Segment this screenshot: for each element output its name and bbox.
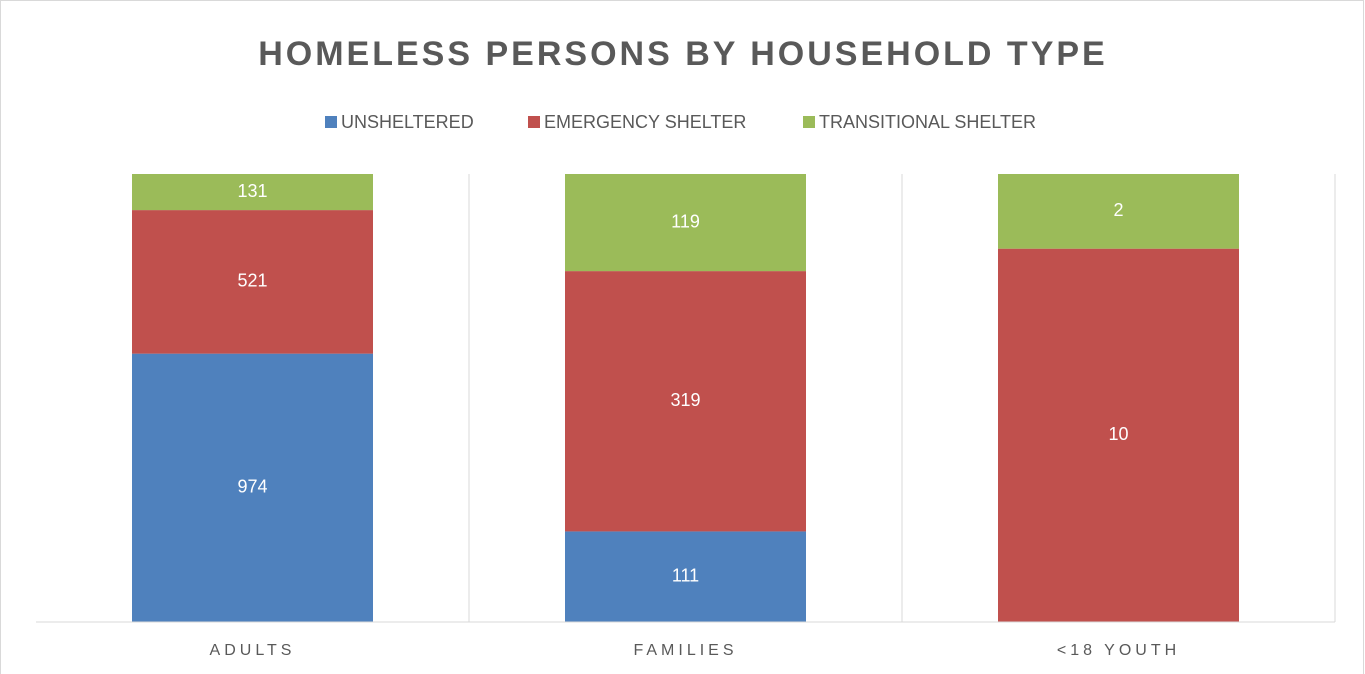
data-label: 2 (1113, 200, 1123, 220)
x-tick-label: ADULTS (210, 642, 296, 659)
data-label: 521 (237, 271, 267, 291)
x-tick-label: FAMILIES (633, 642, 737, 659)
bar-segment (132, 353, 373, 622)
legend-label: TRANSITIONAL SHELTER (819, 112, 1036, 132)
data-label: 119 (671, 211, 700, 231)
legend-label: EMERGENCY SHELTER (544, 112, 746, 132)
bar-segment (132, 174, 373, 211)
data-label: 974 (237, 477, 267, 497)
data-label: 111 (672, 565, 699, 585)
bar-segment (565, 531, 806, 622)
bar-segment (565, 174, 806, 272)
bar-segment (998, 174, 1239, 249)
legend-swatch (325, 116, 337, 128)
data-label: 319 (670, 390, 700, 410)
bar-segment (132, 210, 373, 354)
bar-segment (565, 271, 806, 532)
legend-label: UNSHELTERED (341, 112, 474, 132)
data-label: 10 (1108, 424, 1128, 444)
legend-swatch (528, 116, 540, 128)
x-tick-label: <18 YOUTH (1057, 642, 1180, 659)
data-label: 131 (237, 181, 267, 201)
legend-swatch (803, 116, 815, 128)
bar-segment (998, 248, 1239, 622)
chart-title: HOMELESS PERSONS BY HOUSEHOLD TYPE (258, 35, 1108, 73)
